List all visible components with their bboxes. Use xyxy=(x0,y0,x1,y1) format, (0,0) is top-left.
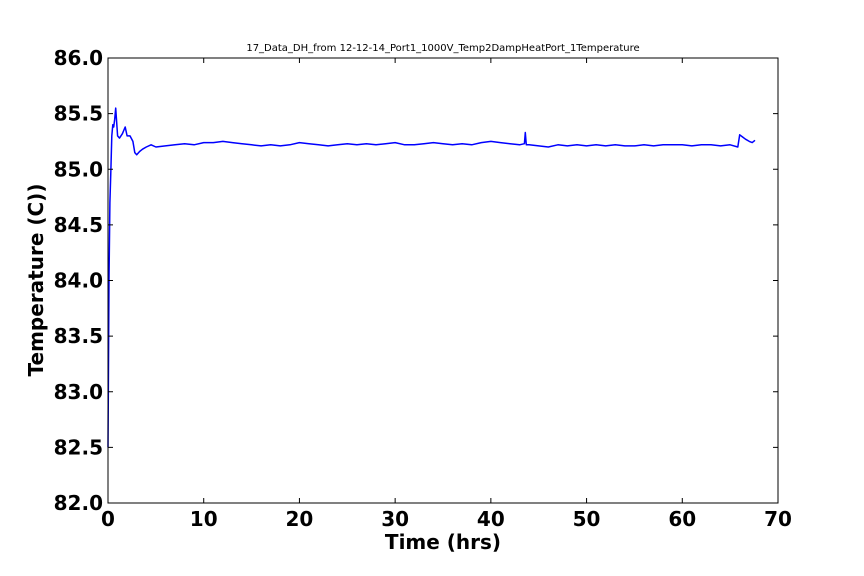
y-axis-label: Temperature (C)) xyxy=(24,184,48,377)
x-tick-label: 20 xyxy=(286,507,314,531)
x-tick-label: 0 xyxy=(101,507,115,531)
x-tick-label: 50 xyxy=(573,507,601,531)
y-tick-label: 85.5 xyxy=(54,102,103,126)
x-tick-label: 40 xyxy=(477,507,505,531)
series-line-0 xyxy=(107,107,756,448)
chart-title: 17_Data_DH_from 12-12-14_Port1_1000V_Tem… xyxy=(246,43,639,54)
y-tick-label: 83.0 xyxy=(54,380,103,404)
y-tick-label: 82.0 xyxy=(54,491,103,515)
y-tick-label: 83.5 xyxy=(54,324,103,348)
plot-area xyxy=(107,107,756,448)
y-tick-label: 84.5 xyxy=(54,213,103,237)
y-axis: 82.0 82.5 83.0 83.5 84.0 84.5 85.0 85.5 86.0 xyxy=(54,46,778,515)
y-tick-label: 82.5 xyxy=(54,435,103,459)
x-axis-label: Time (hrs) xyxy=(385,530,501,554)
y-tick-label: 86.0 xyxy=(54,46,103,70)
y-tick-label: 84.0 xyxy=(54,269,103,293)
plot-frame xyxy=(107,57,779,504)
x-axis: 0 10 20 30 40 50 60 70 xyxy=(101,58,792,531)
x-tick-label: 10 xyxy=(190,507,218,531)
y-tick-label: 85.0 xyxy=(54,157,103,181)
x-tick-label: 70 xyxy=(764,507,792,531)
x-tick-label: 30 xyxy=(381,507,409,531)
x-tick-label: 60 xyxy=(668,507,696,531)
